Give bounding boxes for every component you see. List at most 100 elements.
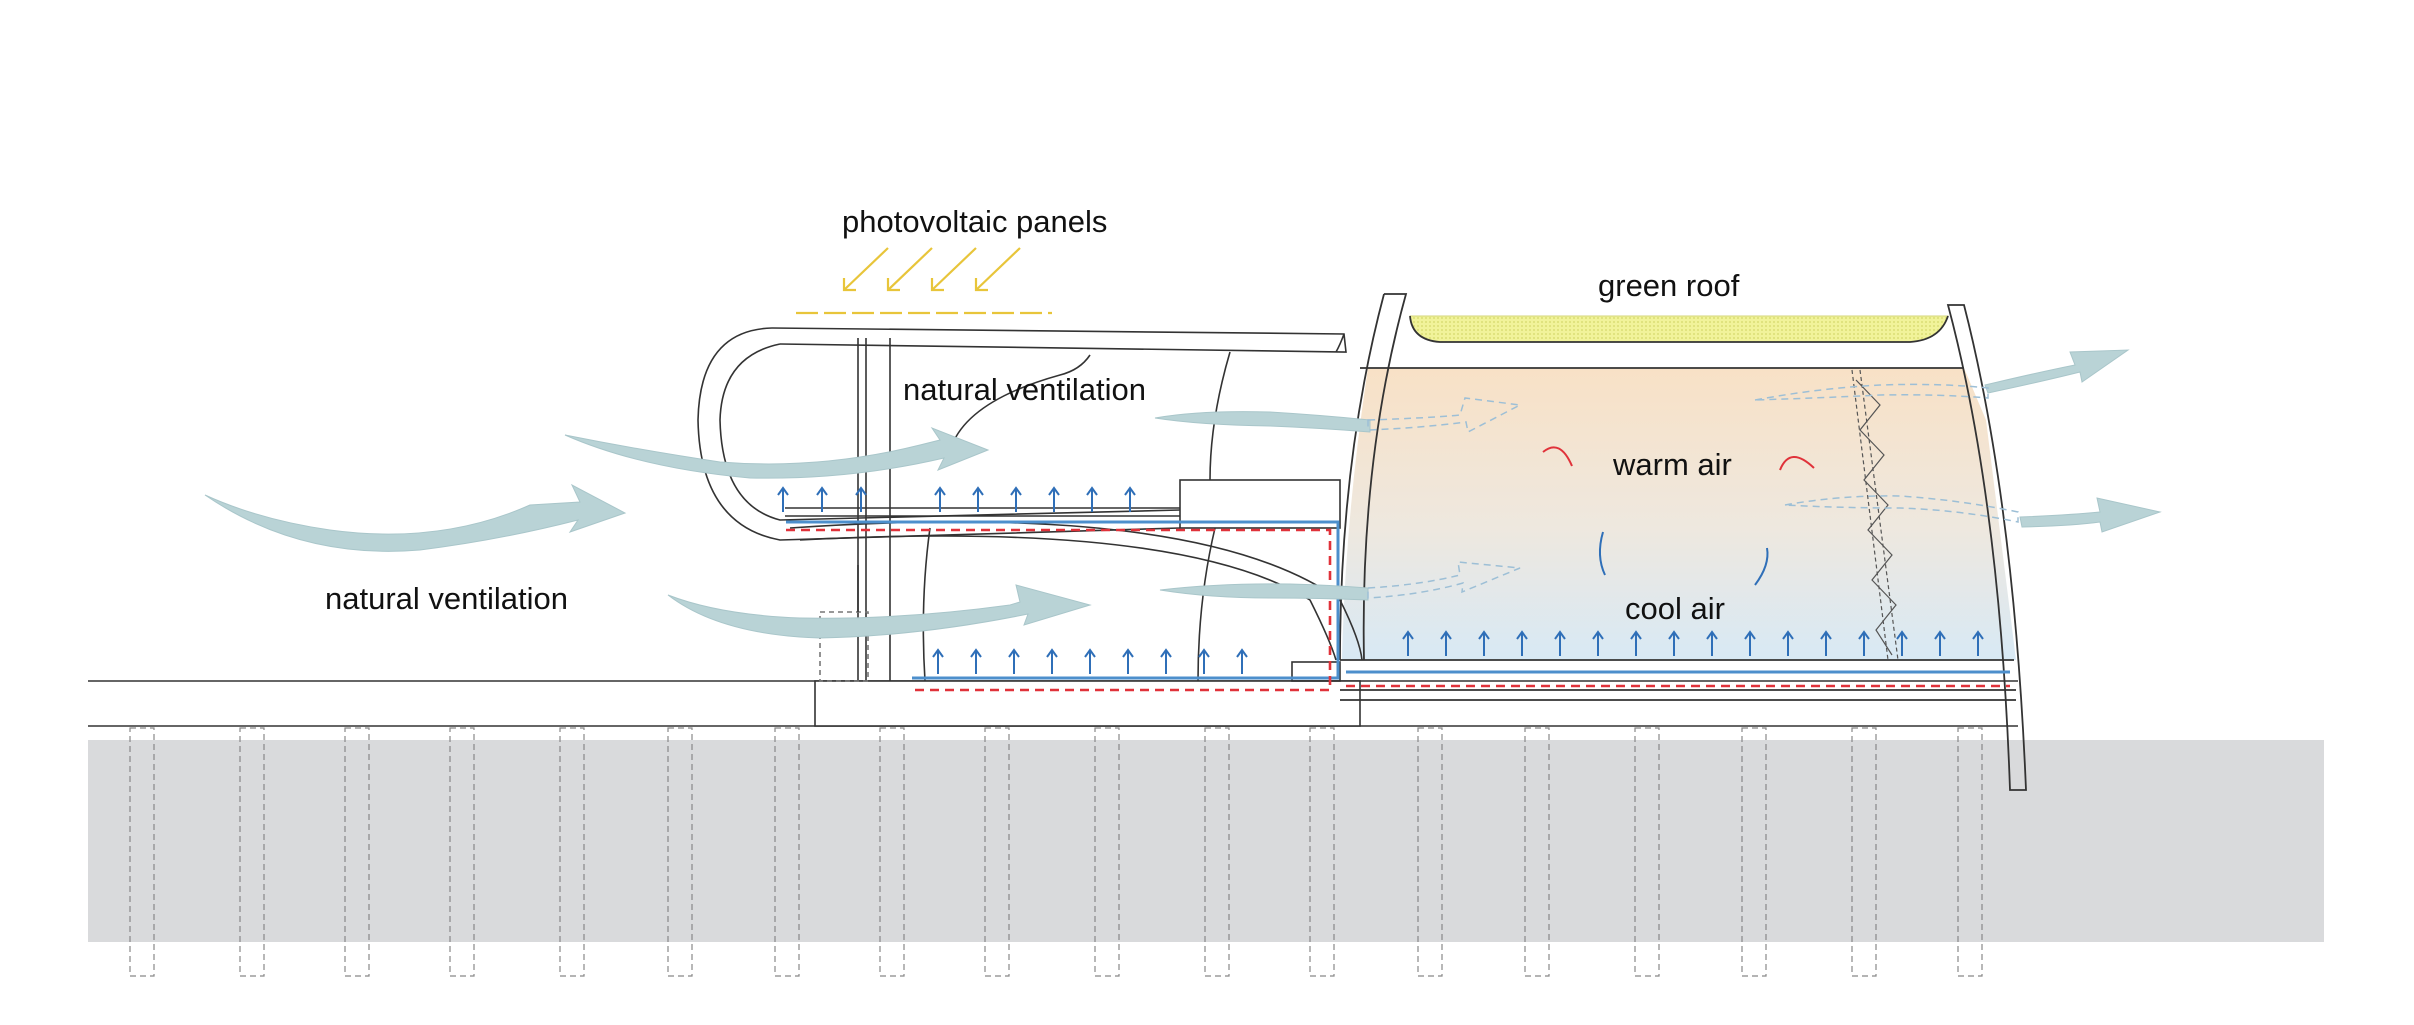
floor-supply-arrow <box>1046 648 1058 674</box>
floor-supply-arrow <box>932 648 944 674</box>
floor-supply-arrow <box>1858 630 1870 656</box>
floor-supply-arrow-head <box>1630 630 1642 640</box>
floor-supply-arrow <box>777 486 789 512</box>
foundation-pile <box>129 727 155 977</box>
floor-supply-arrow <box>1554 630 1566 656</box>
floor-supply-arrow <box>816 486 828 512</box>
green-roof-layer <box>1409 315 1949 343</box>
floor-supply-arrow <box>1934 630 1946 656</box>
floor-supply-arrow <box>1048 486 1060 512</box>
sun-ray-line <box>843 247 889 291</box>
foundation-pile <box>239 727 265 977</box>
floor-supply-arrow <box>1592 630 1604 656</box>
floor-supply-arrow-head <box>1048 486 1060 496</box>
airflow-arrow <box>204 483 627 552</box>
foundation-pile <box>1741 727 1767 977</box>
sun-ray-line <box>887 247 933 291</box>
airflow-arrow <box>667 584 1092 639</box>
building-base <box>814 680 1361 727</box>
foundation-pile <box>1204 727 1230 977</box>
floor-supply-arrow-head <box>1086 486 1098 496</box>
floor-supply-arrow-head <box>1744 630 1756 640</box>
floor-supply-arrow <box>972 486 984 512</box>
foundation-pile <box>774 727 800 977</box>
floor-supply-arrow-head <box>970 648 982 658</box>
left-pod-structure <box>697 327 1363 682</box>
floor-supply-arrow <box>1630 630 1642 656</box>
floor-supply-arrow <box>1236 648 1248 674</box>
foundation-pile <box>1634 727 1660 977</box>
floor-supply-arrow <box>1744 630 1756 656</box>
floor-supply-arrow-head <box>1160 648 1172 658</box>
ground-soil <box>88 740 2324 942</box>
floor-supply-arrow-head <box>1516 630 1528 640</box>
sun-ray-line <box>975 247 1021 291</box>
foundation-pile <box>1094 727 1120 977</box>
airflow-arrow <box>1154 411 1371 433</box>
floor-supply-arrow-head <box>1122 648 1134 658</box>
floor-supply-arrow-head <box>1820 630 1832 640</box>
photovoltaic-panels-label: photovoltaic panels <box>842 204 1107 239</box>
sun-ray-line <box>931 247 977 291</box>
foundation-pile <box>1309 727 1335 977</box>
floor-supply-arrow-head <box>1010 486 1022 496</box>
sun-ray-head <box>842 278 856 292</box>
floor-supply-arrow <box>1160 648 1172 674</box>
floor-supply-arrow <box>1084 648 1096 674</box>
floor-supply-arrow <box>1782 630 1794 656</box>
foundation-pile <box>449 727 475 977</box>
floor-supply-arrow-head <box>855 486 867 496</box>
sun-ray-head <box>886 278 900 292</box>
floor-supply-arrow-head <box>1084 648 1096 658</box>
floor-supply-arrow-head <box>1046 648 1058 658</box>
floor-supply-arrow <box>1086 486 1098 512</box>
floor-supply-arrow-head <box>1782 630 1794 640</box>
floor-supply-arrow-head <box>1896 630 1908 640</box>
floor-supply-arrow-head <box>932 648 944 658</box>
floor-supply-arrow-head <box>1402 630 1414 640</box>
floor-supply-arrow <box>855 486 867 512</box>
floor-supply-arrow-head <box>1858 630 1870 640</box>
floor-supply-arrow-head <box>1440 630 1452 640</box>
airflow-arrow <box>2019 497 2162 533</box>
foundation-pile <box>667 727 693 977</box>
airflow-dashed-arrows <box>1367 383 2019 599</box>
sun-ray-head <box>974 278 988 292</box>
floor-supply-arrow-head <box>1668 630 1680 640</box>
cool-air-label: cool air <box>1625 591 1725 626</box>
heating-pipe-lines <box>786 528 2010 692</box>
floor-supply-arrow <box>1478 630 1490 656</box>
floor-supply-arrow <box>1820 630 1832 656</box>
floor-supply-arrow <box>1010 486 1022 512</box>
right-wing-structure <box>1339 293 2027 791</box>
floor-supply-arrow <box>1896 630 1908 656</box>
foundation-pile <box>984 727 1010 977</box>
floor-supply-arrow-head <box>816 486 828 496</box>
floor-supply-arrow <box>1516 630 1528 656</box>
floor-supply-arrow-head <box>1592 630 1604 640</box>
airflow-arrow <box>1159 583 1369 601</box>
foundation-pile <box>879 727 905 977</box>
floor-supply-arrow-head <box>934 486 946 496</box>
foundation-pile <box>1957 727 1983 977</box>
floor-supply-arrow-head <box>1198 648 1210 658</box>
floor-supply-arrow <box>970 648 982 674</box>
floor-supply-arrow <box>1198 648 1210 674</box>
foundation-pile <box>344 727 370 977</box>
floor-supply-arrow-head <box>1706 630 1718 640</box>
floor-supply-arrow <box>1972 630 1984 656</box>
foundation-pile <box>1417 727 1443 977</box>
floor-supply-arrow-head <box>1934 630 1946 640</box>
sun-rays <box>842 247 1021 292</box>
floor-supply-arrow-head <box>1554 630 1566 640</box>
cooling-pipe-lines <box>786 520 2010 680</box>
sun-ray-head <box>930 278 944 292</box>
floor-supply-arrow-head <box>1124 486 1136 496</box>
climate-zone <box>1342 368 2016 660</box>
airflow-dashed-arrow <box>1367 561 1521 599</box>
natural-ventilation-left-label: natural ventilation <box>325 581 568 616</box>
foundation-piles <box>129 727 1983 977</box>
natural-ventilation-upper-label: natural ventilation <box>903 372 1146 407</box>
